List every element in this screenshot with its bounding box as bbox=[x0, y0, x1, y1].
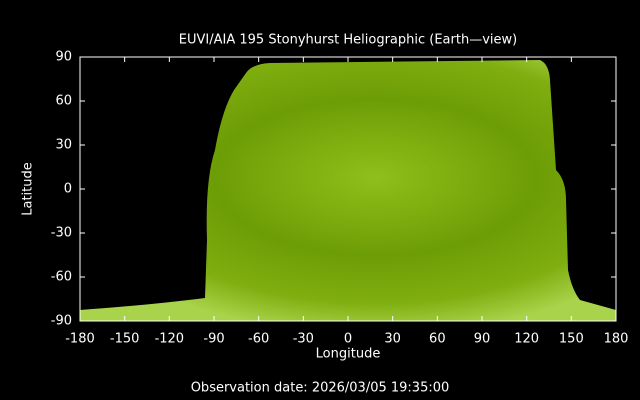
heliographic-map bbox=[80, 60, 616, 321]
x-tick-label: 60 bbox=[429, 332, 446, 347]
x-tick-label: 30 bbox=[384, 332, 401, 347]
y-tick-label: 60 bbox=[55, 94, 72, 109]
x-tick-label: -60 bbox=[248, 332, 269, 347]
x-tick-label: 150 bbox=[559, 332, 584, 347]
x-tick-label: 0 bbox=[344, 332, 352, 347]
x-tick-label: 90 bbox=[474, 332, 491, 347]
y-tick-label: 90 bbox=[55, 50, 72, 65]
x-tick-label: -120 bbox=[155, 332, 185, 347]
x-tick-label: -30 bbox=[293, 332, 314, 347]
x-tick-label: 180 bbox=[604, 332, 629, 347]
x-tick-label: -150 bbox=[110, 332, 140, 347]
x-axis-label: Longitude bbox=[316, 347, 381, 362]
y-tick-label: 30 bbox=[55, 138, 72, 153]
y-tick-label: -30 bbox=[51, 226, 72, 241]
chart-title: EUVI/AIA 195 Stonyhurst Heliographic (Ea… bbox=[179, 33, 517, 48]
footer: Observation date: 2026/03/05 19:35:00 bbox=[191, 381, 450, 396]
y-tick-label: -90 bbox=[51, 314, 72, 329]
x-tick-label: 120 bbox=[514, 332, 539, 347]
y-tick-label: 0 bbox=[64, 182, 72, 197]
y-axis-label: Latitude bbox=[21, 162, 36, 216]
y-tick-label: -60 bbox=[51, 270, 72, 285]
x-tick-label: -180 bbox=[65, 332, 95, 347]
x-tick-label: -90 bbox=[203, 332, 224, 347]
